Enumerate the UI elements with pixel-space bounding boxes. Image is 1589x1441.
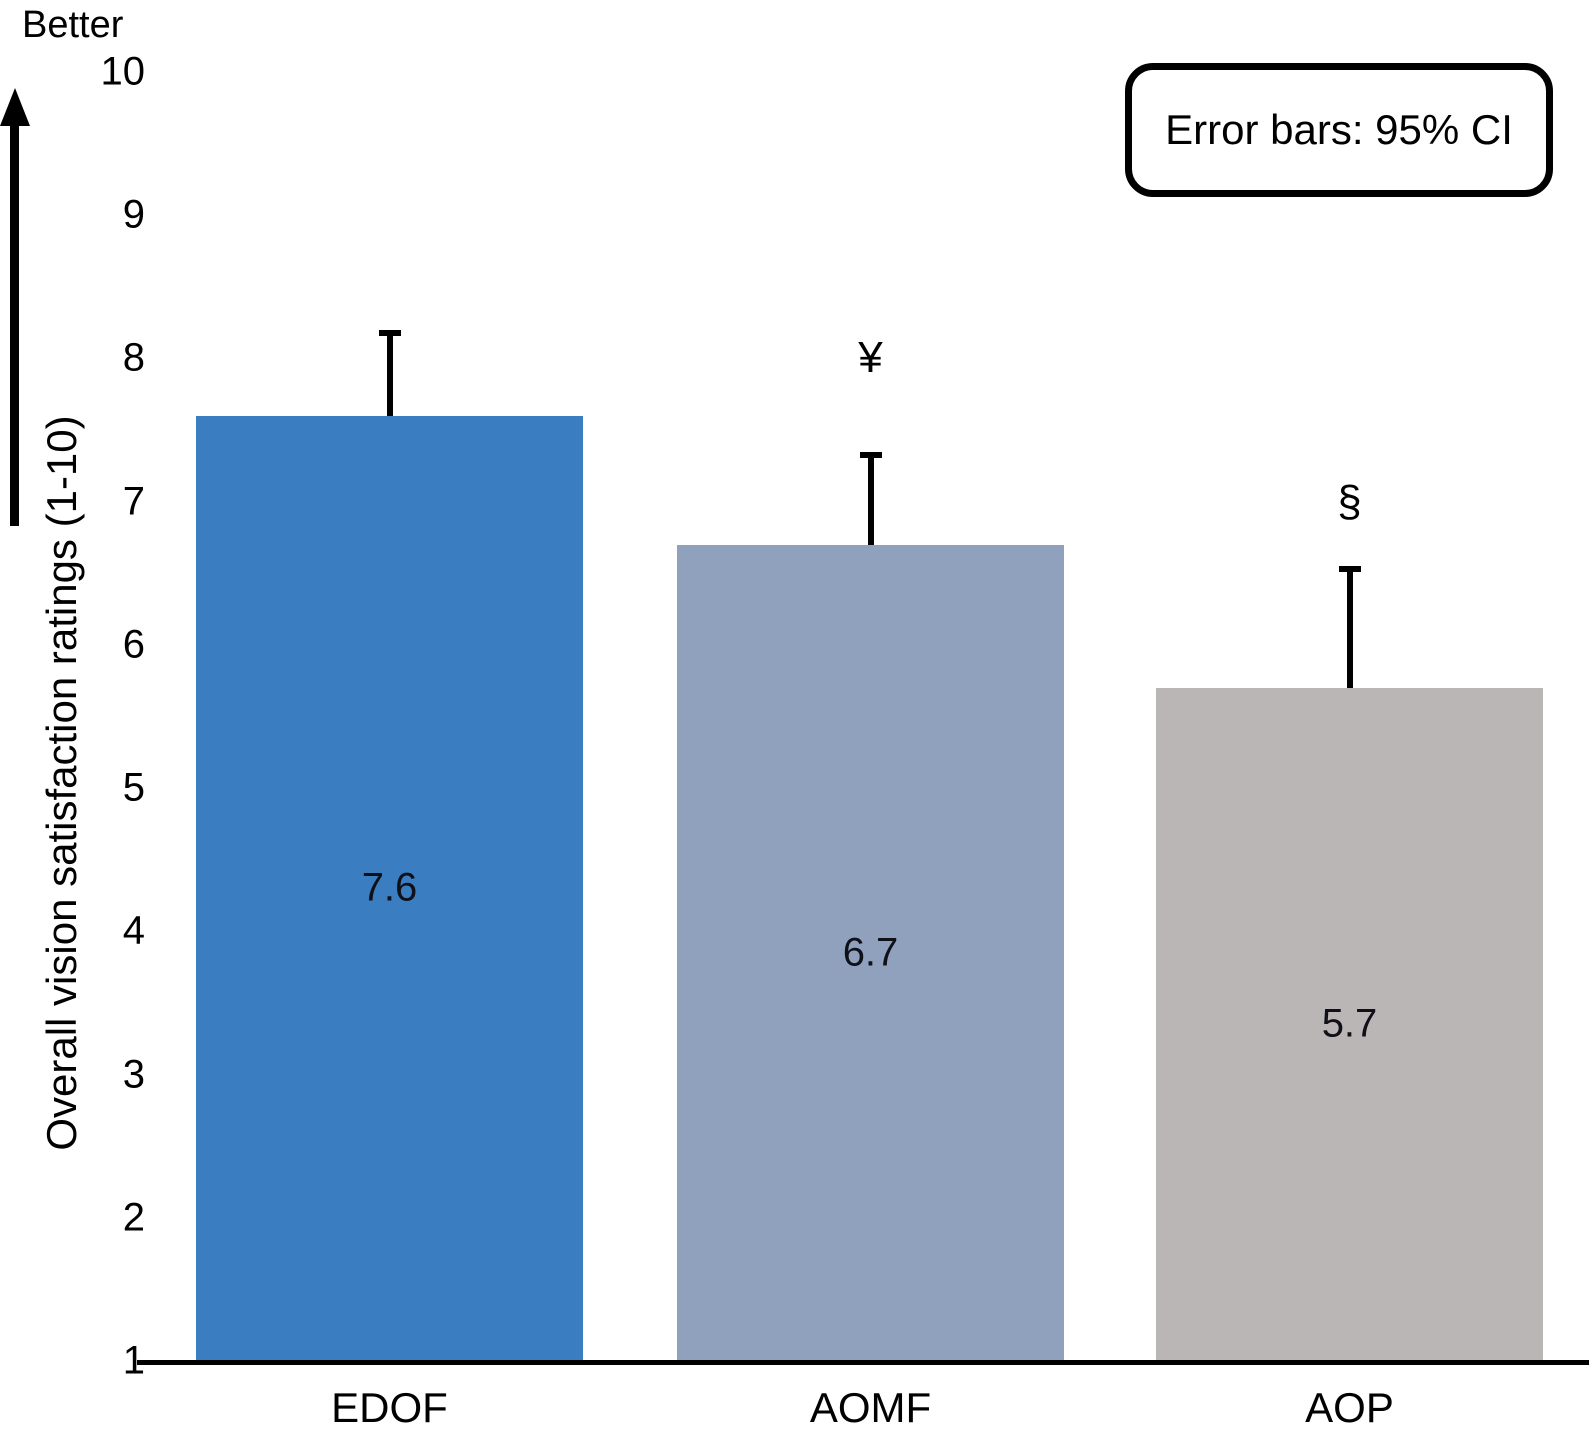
- bar-value-label: 5.7: [1321, 1001, 1378, 1046]
- y-tick-label-6: 6: [122, 622, 145, 667]
- error-bar-cap: [859, 451, 882, 458]
- significance-symbol: ¥: [858, 333, 883, 383]
- y-tick-label-1: 1: [122, 1338, 145, 1383]
- arrow-shaft: [10, 116, 19, 526]
- x-axis-line: [137, 1360, 1589, 1365]
- legend-label: Error bars: 95% CI: [1165, 106, 1513, 153]
- y-tick-label-8: 8: [122, 335, 145, 380]
- error-bar-cap: [1338, 566, 1361, 573]
- bar-value-label: 7.6: [361, 865, 418, 910]
- y-tick-label-9: 9: [122, 192, 145, 237]
- error-bar-whisker: [1346, 566, 1353, 688]
- y-tick-label-4: 4: [122, 908, 145, 953]
- y-tick-label-3: 3: [122, 1052, 145, 1097]
- bar-EDOF: [196, 415, 583, 1361]
- bar-AOP: [1156, 687, 1543, 1361]
- y-tick-label-7: 7: [122, 479, 145, 524]
- error-bar-whisker: [386, 329, 393, 416]
- legend-box: Error bars: 95% CI: [1125, 63, 1553, 197]
- error-bar-whisker: [867, 451, 874, 545]
- bar-AOMF: [677, 544, 1064, 1361]
- error-bar-cap: [378, 329, 401, 336]
- y-tick-label-10: 10: [100, 49, 146, 94]
- y-tick-label-2: 2: [122, 1195, 145, 1240]
- x-category-label-AOMF: AOMF: [809, 1384, 932, 1431]
- x-category-label-EDOF: EDOF: [331, 1384, 448, 1431]
- better-direction-label: Better: [22, 4, 124, 46]
- bar-value-label: 6.7: [842, 930, 899, 975]
- y-tick-label-5: 5: [122, 765, 145, 810]
- x-category-label-AOP: AOP: [1305, 1384, 1394, 1431]
- significance-symbol: §: [1337, 476, 1362, 526]
